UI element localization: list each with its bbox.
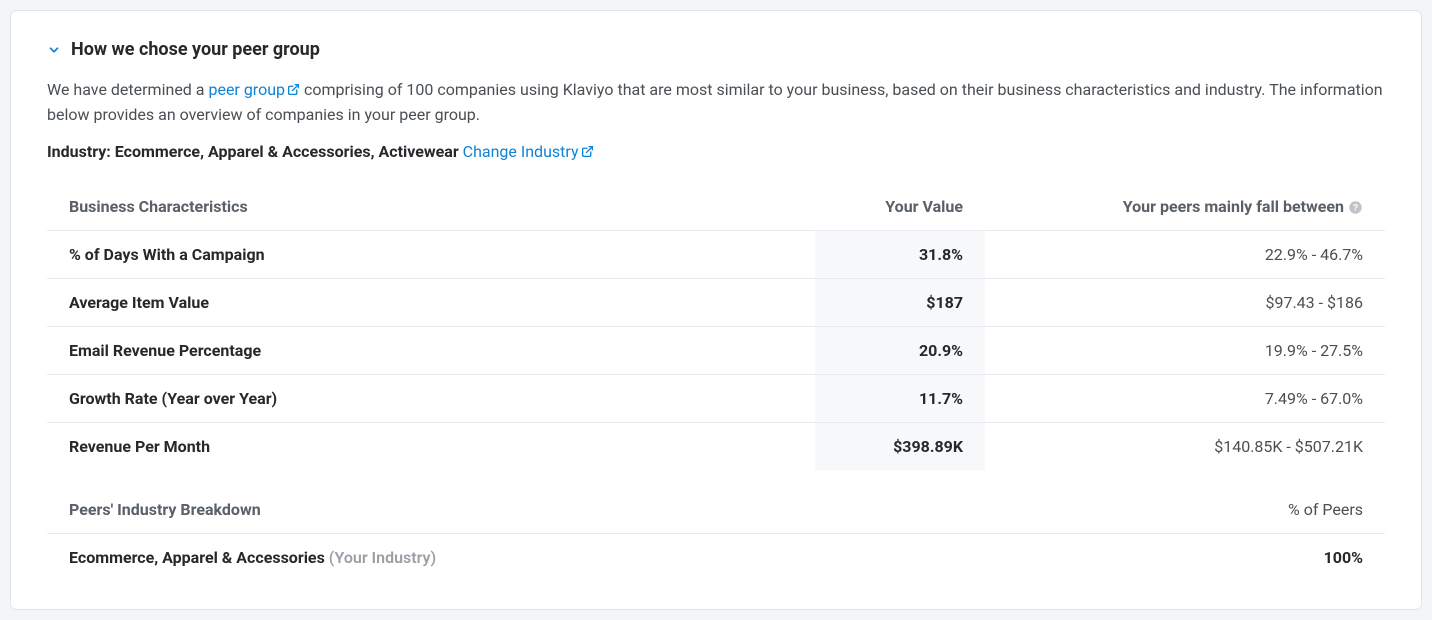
industry-value: Ecommerce, Apparel & Accessories, Active… <box>115 142 459 161</box>
table-row: Average Item Value$187$97.43 - $186 <box>47 278 1385 326</box>
your-value: 11.7% <box>815 374 985 422</box>
characteristic-name: Average Item Value <box>47 278 815 326</box>
col-header-characteristics: Business Characteristics <box>47 185 815 231</box>
characteristic-name: Revenue Per Month <box>47 422 815 470</box>
spacer-row <box>47 470 1385 488</box>
table-row: Revenue Per Month$398.89K$140.85K - $507… <box>47 422 1385 470</box>
table-row: Email Revenue Percentage20.9%19.9% - 27.… <box>47 326 1385 374</box>
industry-line: Industry: Ecommerce, Apparel & Accessori… <box>47 142 1385 161</box>
change-industry-link[interactable]: Change Industry <box>463 142 594 161</box>
peers-range: $97.43 - $186 <box>985 278 1385 326</box>
peers-range: 19.9% - 27.5% <box>985 326 1385 374</box>
col-header-your-value: Your Value <box>815 185 985 231</box>
card-description: We have determined a peer group comprisi… <box>47 78 1385 128</box>
card-header-toggle[interactable]: How we chose your peer group <box>47 39 1385 60</box>
col-header-peers-range: Your peers mainly fall between? <box>985 185 1385 231</box>
characteristic-name: Growth Rate (Year over Year) <box>47 374 815 422</box>
your-value: $398.89K <box>815 422 985 470</box>
breakdown-col-industry: Peers' Industry Breakdown <box>47 488 985 534</box>
breakdown-industry-name: Ecommerce, Apparel & Accessories (Your I… <box>47 533 985 581</box>
card-title: How we chose your peer group <box>71 39 320 60</box>
table-row: Growth Rate (Year over Year)11.7%7.49% -… <box>47 374 1385 422</box>
breakdown-row: Ecommerce, Apparel & Accessories (Your I… <box>47 533 1385 581</box>
table-row: % of Days With a Campaign31.8%22.9% - 46… <box>47 230 1385 278</box>
peers-range: 7.49% - 67.0% <box>985 374 1385 422</box>
industry-label: Industry: <box>47 142 115 161</box>
table-header-row: Business Characteristics Your Value Your… <box>47 185 1385 231</box>
breakdown-percent: 100% <box>985 533 1385 581</box>
chevron-down-icon <box>47 43 61 57</box>
your-value: 20.9% <box>815 326 985 374</box>
characteristics-table: Business Characteristics Your Value Your… <box>47 185 1385 581</box>
description-prefix: We have determined a <box>47 80 208 99</box>
col-header-peers-range-text: Your peers mainly fall between <box>1123 197 1344 216</box>
help-icon[interactable]: ? <box>1348 200 1363 215</box>
your-value: 31.8% <box>815 230 985 278</box>
change-industry-link-text: Change Industry <box>463 142 579 161</box>
peers-range: 22.9% - 46.7% <box>985 230 1385 278</box>
your-value: $187 <box>815 278 985 326</box>
svg-text:?: ? <box>1353 202 1358 212</box>
peer-group-link-text: peer group <box>208 80 285 99</box>
breakdown-col-percent: % of Peers <box>985 488 1385 534</box>
characteristic-name: Email Revenue Percentage <box>47 326 815 374</box>
peers-range: $140.85K - $507.21K <box>985 422 1385 470</box>
peer-group-card: How we chose your peer group We have det… <box>10 10 1422 610</box>
your-industry-note: (Your Industry) <box>329 548 436 567</box>
peer-group-link[interactable]: peer group <box>208 80 300 99</box>
external-link-icon <box>287 78 300 103</box>
external-link-icon <box>581 142 594 161</box>
characteristic-name: % of Days With a Campaign <box>47 230 815 278</box>
breakdown-header-row: Peers' Industry Breakdown% of Peers <box>47 488 1385 534</box>
